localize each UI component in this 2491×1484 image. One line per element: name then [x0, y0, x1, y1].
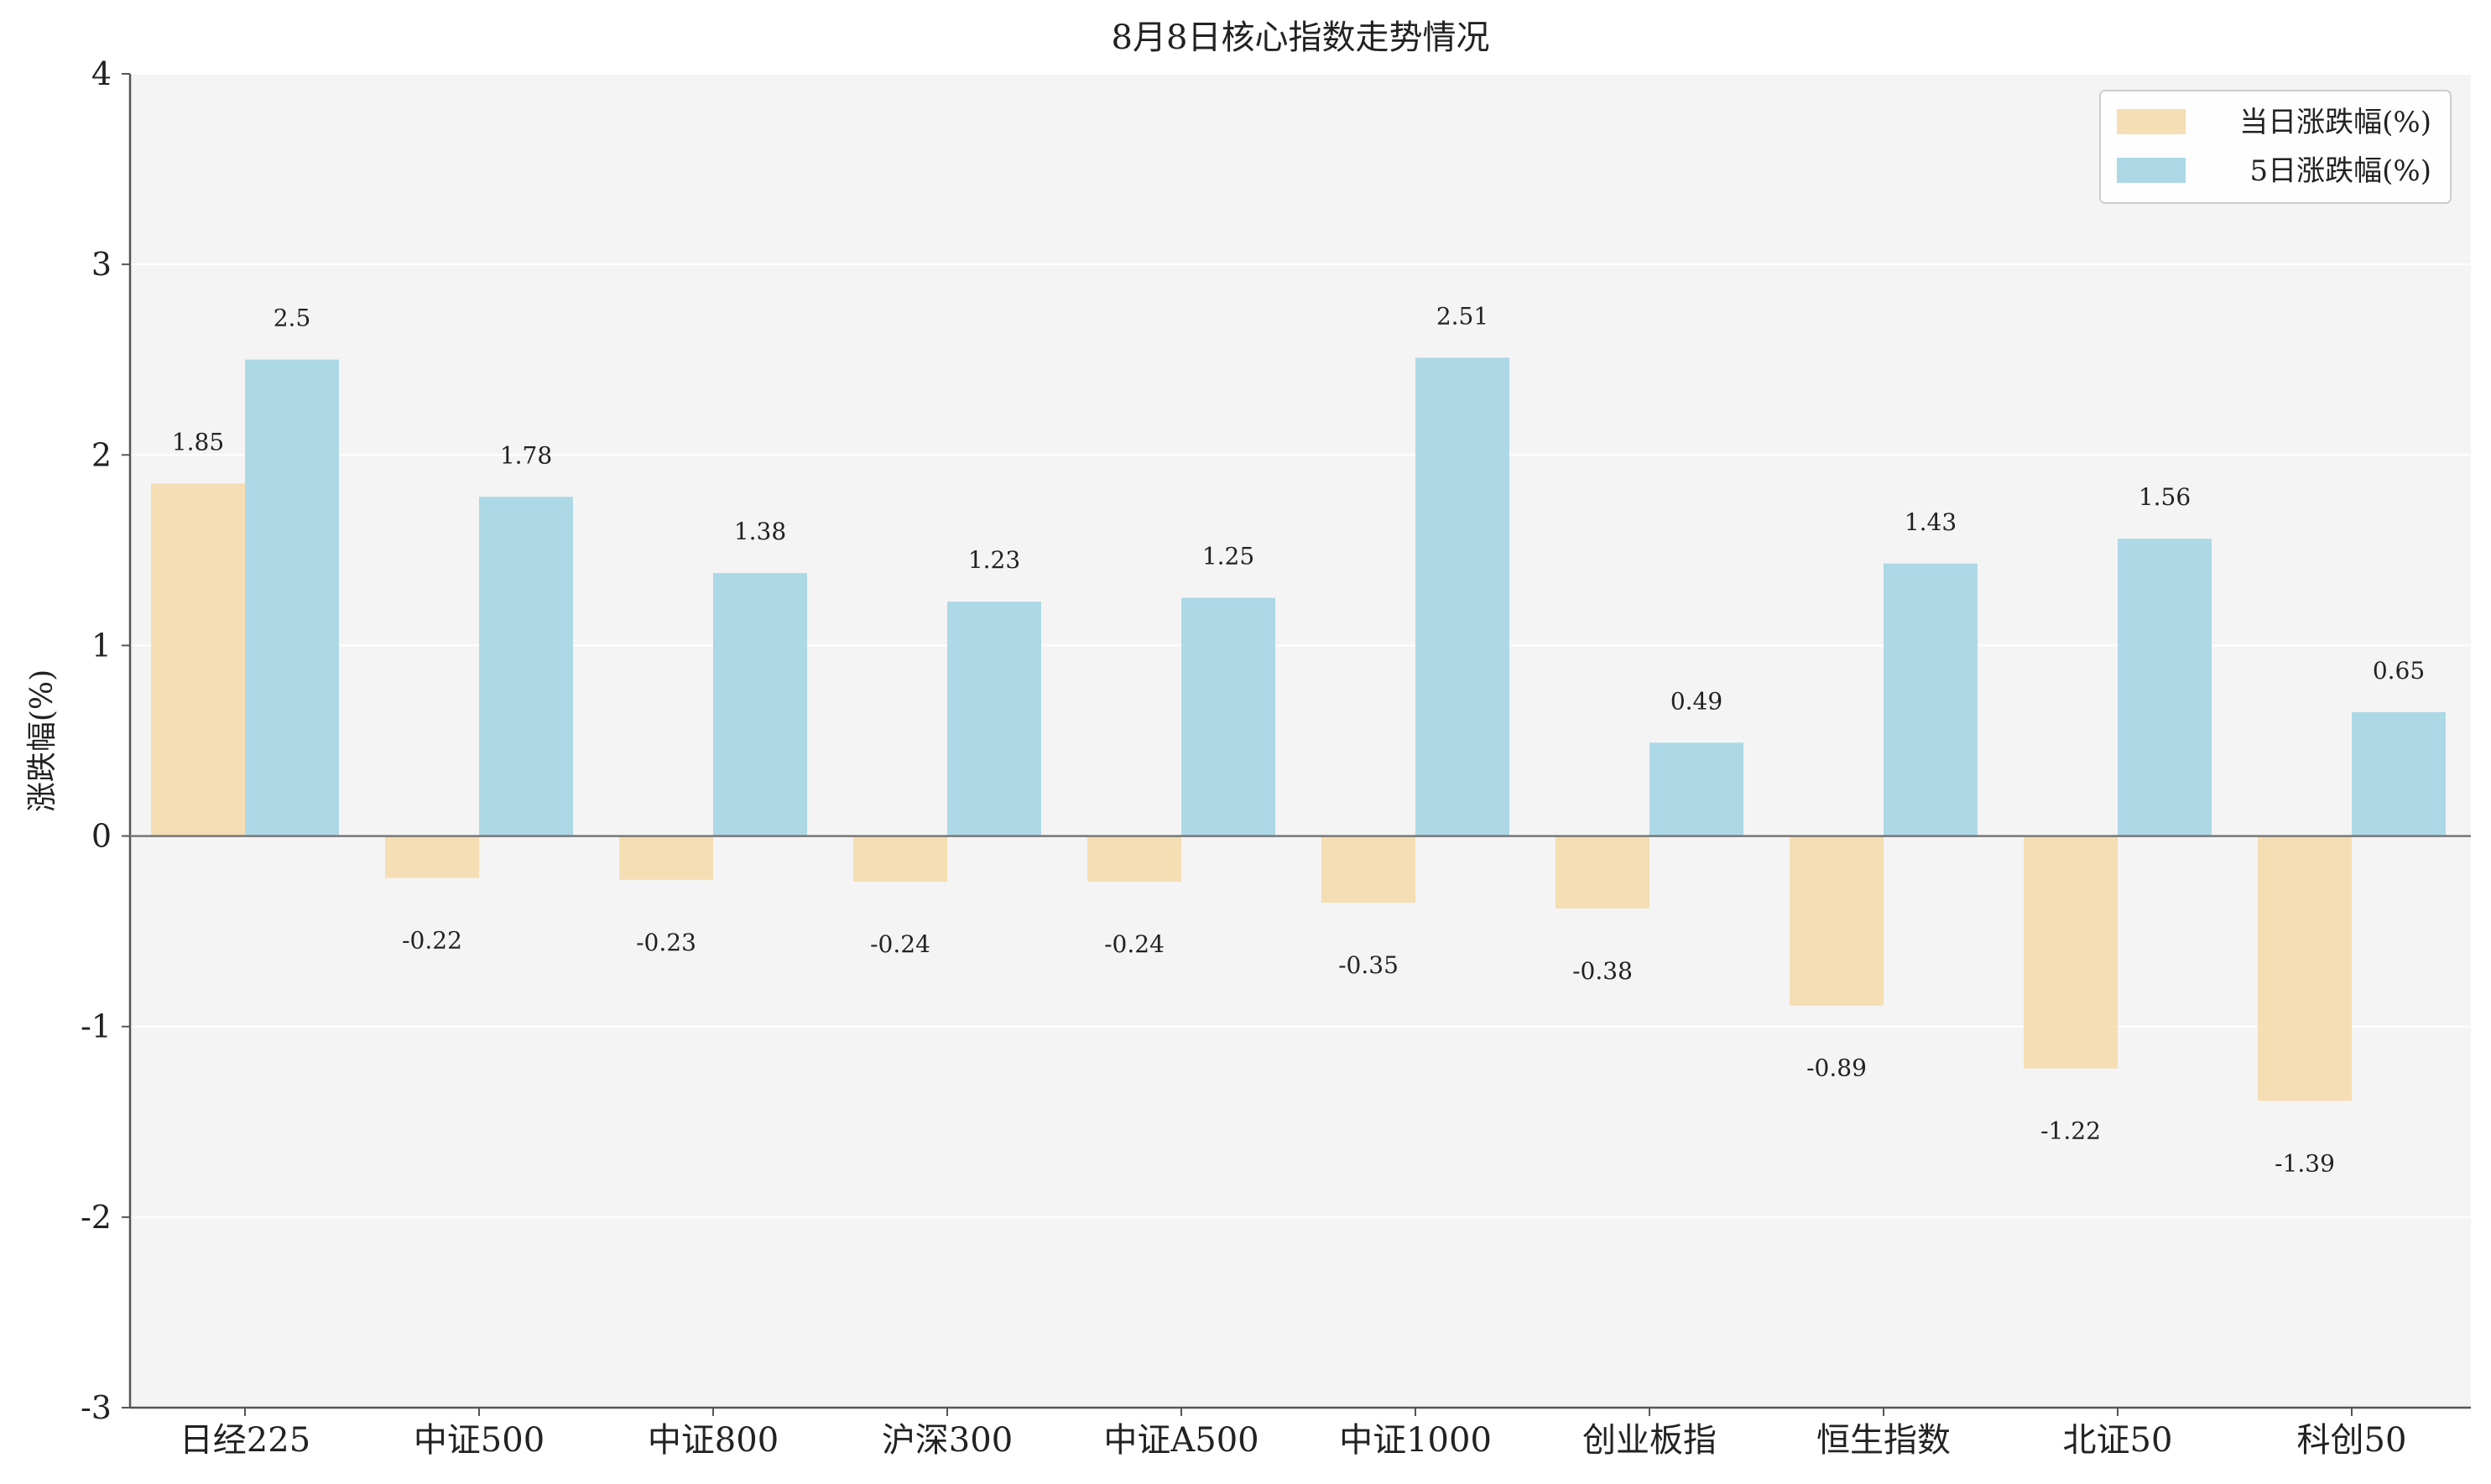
bars — [151, 357, 2446, 1101]
bar-value-label: 1.56 — [2139, 483, 2191, 511]
bar-value-label: 1.43 — [1905, 508, 1957, 536]
bar-5day — [2118, 539, 2212, 836]
bar-daily — [1556, 836, 1649, 909]
bar-value-label: 0.49 — [1670, 687, 1722, 715]
x-tick-label: 北证50 — [2063, 1421, 2173, 1460]
x-tick-label: 创业板指 — [1582, 1421, 1717, 1460]
legend-box — [2099, 90, 2452, 204]
y-tick-label: 1 — [91, 627, 112, 664]
bar-daily — [853, 836, 947, 883]
bar-value-label: -0.24 — [870, 930, 930, 958]
x-tick-label: 中证A500 — [1103, 1421, 1259, 1460]
bar-5day — [1649, 742, 1743, 836]
x-tick-label: 恒生指数 — [1816, 1421, 1951, 1460]
bar-5day — [2352, 711, 2446, 836]
x-tick-label: 中证1000 — [1339, 1421, 1492, 1460]
legend-label: 5日涨跌幅(%) — [2250, 154, 2431, 188]
bar-daily — [1321, 836, 1415, 903]
bar-value-label: -1.39 — [2275, 1149, 2335, 1177]
x-tick-label: 日经225 — [180, 1421, 310, 1460]
y-tick-label: 4 — [91, 55, 112, 92]
bar-5day — [1415, 357, 1509, 836]
bar-value-label: -1.22 — [2040, 1117, 2101, 1145]
bar-value-label: 1.85 — [172, 428, 224, 456]
bar-value-label: 2.5 — [274, 305, 311, 332]
bar-daily — [151, 483, 245, 836]
x-tick-label: 中证500 — [414, 1421, 545, 1460]
y-tick-label: 3 — [91, 246, 112, 283]
bar-value-label: -0.24 — [1104, 930, 1165, 958]
bar-5day — [947, 601, 1041, 836]
bar-5day — [479, 497, 573, 836]
bar-daily — [1790, 836, 1884, 1006]
y-tick-label: -3 — [81, 1389, 112, 1426]
y-axis-title: 涨跌幅(%) — [25, 669, 60, 812]
bar-value-label: -0.35 — [1338, 951, 1399, 979]
bar-value-label: 1.25 — [1202, 543, 1254, 570]
data-labels: 1.85 2.5 -0.22 1.78 -0.23 1.38 -0.24 1.23 -0.24 1… — [172, 302, 2425, 1177]
bar-5day — [1884, 563, 1978, 836]
bar-daily — [2258, 836, 2352, 1101]
bar-value-label: 2.51 — [1436, 302, 1488, 330]
axes: -3 -2 -1 0 1 2 3 4 日经225 中证500 中证800 沪深300 中证A500 中证1… — [81, 55, 2471, 1460]
y-tick-label: -2 — [81, 1199, 112, 1236]
legend: 当日涨跌幅(%) 5日涨跌幅(%) — [2099, 90, 2452, 204]
bar-daily — [1087, 836, 1181, 883]
y-tick-label: 0 — [91, 818, 112, 855]
legend-swatch — [2117, 158, 2186, 183]
bar-value-label: -0.38 — [1572, 957, 1633, 985]
bar-value-label: -0.22 — [402, 927, 462, 955]
bar-value-label: 0.65 — [2373, 657, 2425, 685]
bar-value-label: 1.23 — [968, 546, 1020, 574]
legend-label: 当日涨跌幅(%) — [2239, 106, 2431, 139]
legend-swatch — [2117, 109, 2186, 134]
bar-value-label: -0.23 — [636, 929, 696, 956]
chart-title: 8月8日核心指数走势情况 — [1112, 18, 1490, 57]
bar-5day — [245, 359, 339, 836]
bar-value-label: -0.89 — [1806, 1054, 1867, 1082]
x-tick-label: 中证800 — [648, 1421, 779, 1460]
bar-value-label: 1.38 — [734, 518, 786, 545]
bar-5day — [713, 573, 807, 836]
bar-value-label: 1.78 — [500, 441, 552, 469]
y-tick-label: -1 — [81, 1008, 112, 1045]
bar-daily — [619, 836, 713, 880]
x-tick-label: 沪深300 — [882, 1421, 1013, 1460]
y-tick-label: 2 — [91, 436, 112, 473]
x-tick-label: 科创50 — [2297, 1421, 2407, 1460]
bar-5day — [1181, 597, 1275, 836]
bar-daily — [2024, 836, 2118, 1069]
bar-daily — [385, 836, 479, 878]
